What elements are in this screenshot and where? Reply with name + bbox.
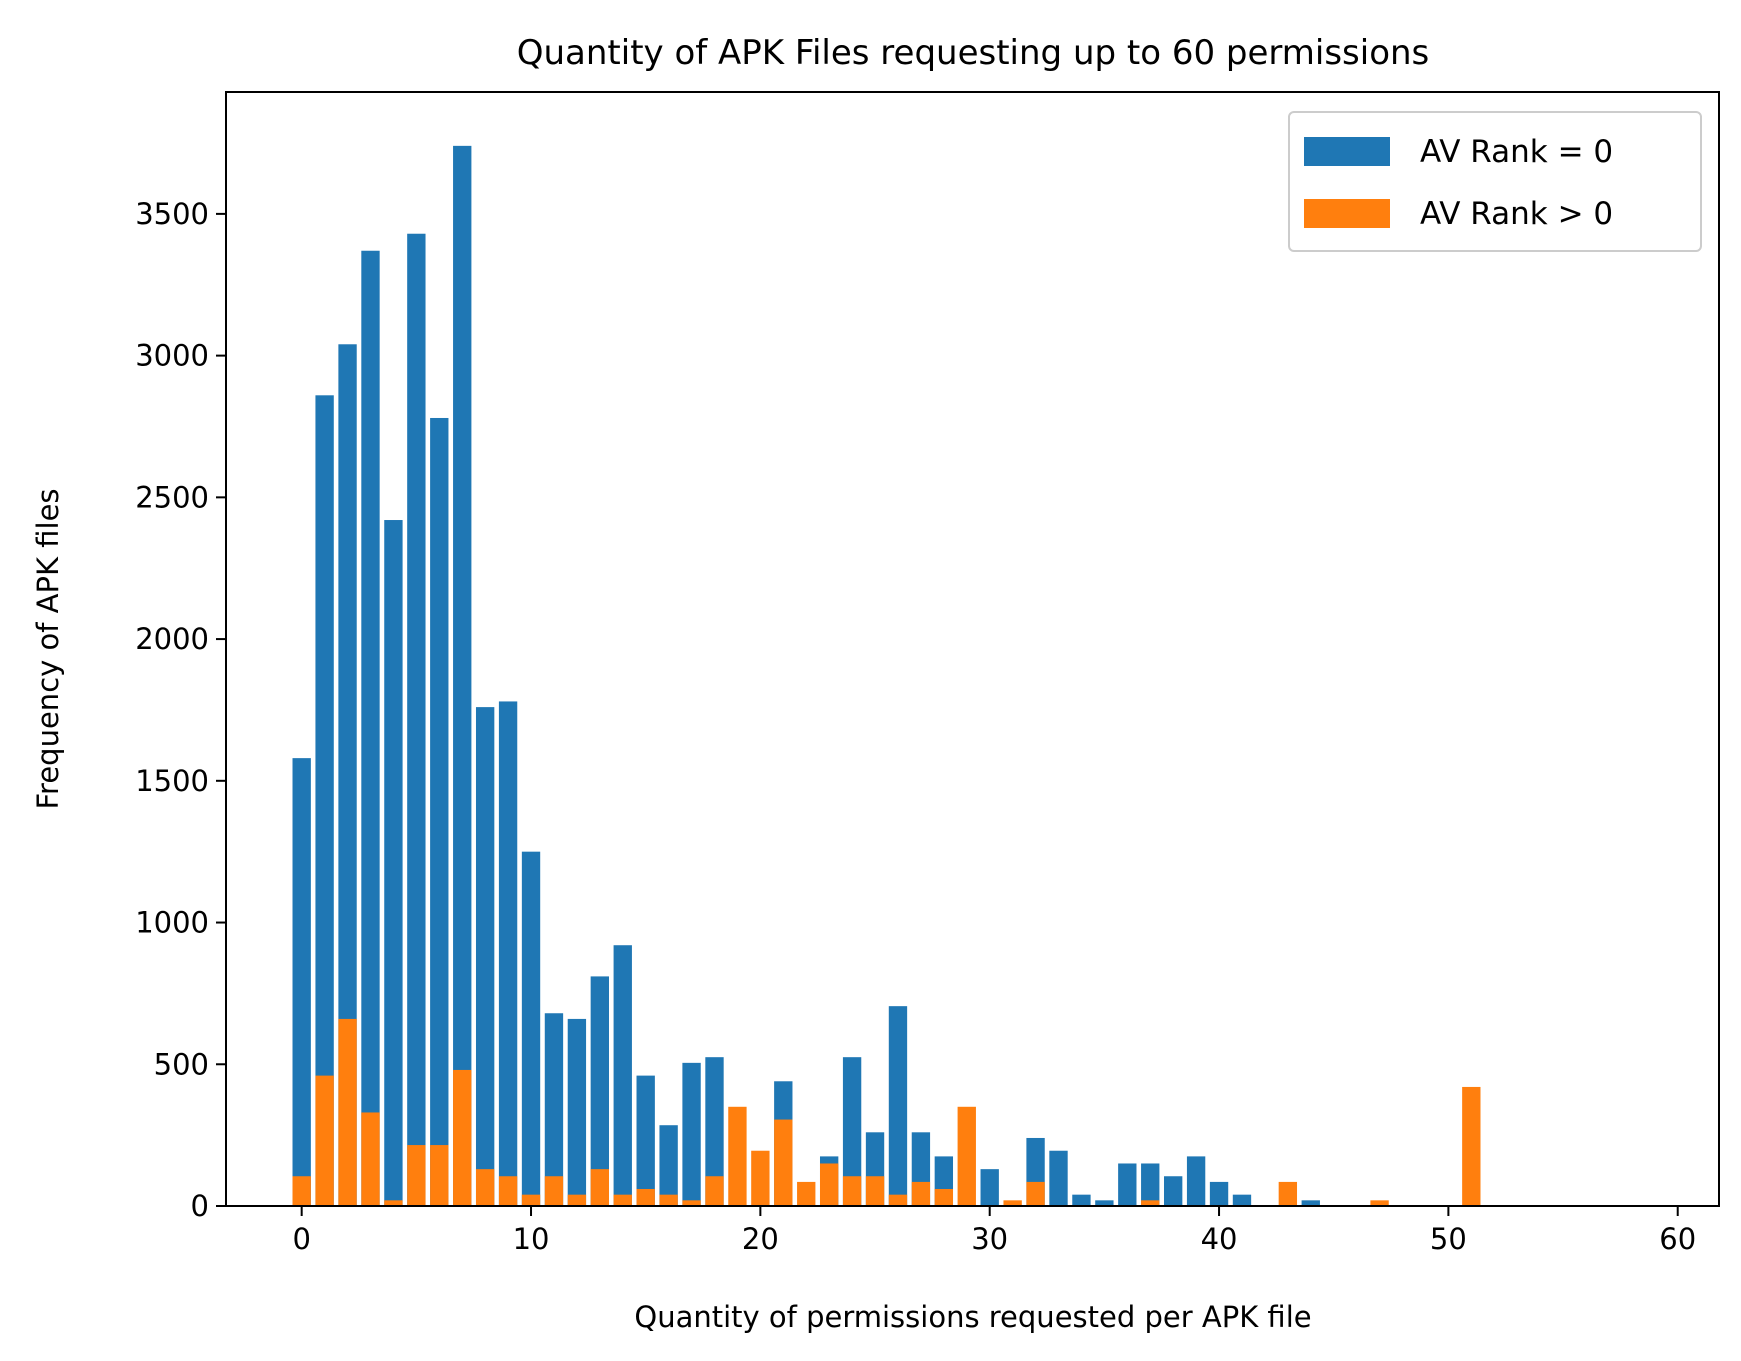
bar-av-rank-zero-7 — [453, 145, 472, 1207]
chart-title: Quantity of APK Files requesting up to 6… — [517, 33, 1430, 73]
bar-av-rank-zero-3 — [361, 250, 380, 1207]
x-tick-label-10: 10 — [513, 1222, 550, 1256]
bar-av-rank-zero-13 — [590, 976, 609, 1206]
y-tick-label-3500: 3500 — [135, 197, 209, 231]
y-tick-label-0: 0 — [191, 1189, 209, 1223]
bar-av-rank-zero-0 — [292, 758, 311, 1206]
plot-frame — [225, 91, 1720, 1207]
x-tick-label-40: 40 — [1201, 1222, 1238, 1256]
bar-av-rank-zero-38 — [1164, 1176, 1183, 1206]
bar-av-rank-zero-24 — [842, 1057, 862, 1206]
bar-av-rank-positive-2 — [338, 1018, 357, 1206]
x-tick-label-60: 60 — [1659, 1222, 1696, 1256]
bar-av-rank-positive-8 — [475, 1169, 495, 1206]
bar-av-rank-zero-37 — [1141, 1163, 1160, 1206]
legend-swatch-av-rank-positive — [1304, 199, 1390, 228]
bars-layer — [292, 145, 1481, 1207]
bar-av-rank-zero-41 — [1232, 1194, 1252, 1206]
bar-av-rank-positive-24 — [842, 1176, 862, 1206]
bar-av-rank-positive-7 — [453, 1069, 472, 1206]
bar-av-rank-zero-30 — [980, 1169, 999, 1206]
bar-av-rank-positive-37 — [1141, 1200, 1160, 1206]
bar-av-rank-zero-44 — [1301, 1200, 1320, 1206]
bar-av-rank-positive-27 — [911, 1181, 931, 1206]
bar-av-rank-zero-15 — [636, 1075, 655, 1206]
bar-av-rank-zero-2 — [338, 344, 357, 1206]
legend-label-av-rank-zero: AV Rank = 0 — [1420, 134, 1613, 170]
bar-av-rank-zero-10 — [521, 851, 541, 1206]
bar-av-rank-zero-14 — [613, 945, 632, 1206]
legend-swatch-av-rank-zero — [1304, 137, 1390, 166]
y-tick-label-1000: 1000 — [135, 906, 209, 940]
bar-av-rank-positive-11 — [544, 1176, 564, 1206]
bar-av-rank-positive-0 — [292, 1176, 311, 1206]
bar-av-rank-zero-17 — [682, 1062, 701, 1206]
bar-av-rank-positive-14 — [613, 1194, 632, 1206]
bar-av-rank-zero-36 — [1118, 1163, 1137, 1206]
bar-av-rank-zero-16 — [659, 1125, 678, 1206]
x-tick-label-20: 20 — [742, 1222, 779, 1256]
y-axis-label: Frequency of APK files — [31, 488, 65, 809]
bar-av-rank-zero-11 — [544, 1013, 564, 1206]
legend-label-av-rank-positive: AV Rank > 0 — [1420, 196, 1613, 232]
bar-av-rank-positive-19 — [728, 1106, 747, 1206]
bar-av-rank-positive-1 — [315, 1075, 334, 1206]
bar-av-rank-positive-15 — [636, 1188, 655, 1206]
bar-av-rank-zero-26 — [888, 1006, 908, 1206]
bar-av-rank-positive-25 — [865, 1176, 885, 1206]
x-tick-label-30: 30 — [971, 1222, 1008, 1256]
bar-av-rank-positive-43 — [1278, 1181, 1298, 1206]
bar-av-rank-zero-8 — [475, 707, 495, 1206]
legend: AV Rank = 0 AV Rank > 0 — [1288, 111, 1702, 252]
bar-av-rank-zero-39 — [1186, 1156, 1206, 1206]
bar-av-rank-positive-26 — [888, 1194, 908, 1206]
bar-av-rank-zero-34 — [1072, 1194, 1091, 1206]
y-tick-label-3000: 3000 — [135, 339, 209, 373]
bar-av-rank-positive-5 — [407, 1145, 426, 1206]
legend-box — [1288, 111, 1702, 252]
bar-av-rank-positive-3 — [361, 1112, 380, 1206]
bar-av-rank-positive-47 — [1370, 1200, 1389, 1206]
bar-av-rank-positive-21 — [774, 1119, 793, 1206]
bar-av-rank-zero-4 — [384, 520, 403, 1206]
y-tick-label-500: 500 — [154, 1047, 209, 1081]
bar-av-rank-positive-10 — [521, 1194, 541, 1206]
bar-av-rank-zero-40 — [1209, 1181, 1229, 1206]
bar-av-rank-positive-22 — [797, 1181, 816, 1206]
bar-av-rank-positive-18 — [705, 1176, 724, 1206]
bar-av-rank-zero-6 — [430, 417, 449, 1207]
bar-av-rank-zero-9 — [498, 701, 518, 1206]
bar-av-rank-positive-29 — [957, 1106, 976, 1206]
bar-av-rank-positive-32 — [1026, 1181, 1045, 1206]
y-tick-label-2000: 2000 — [135, 622, 209, 656]
bar-av-rank-zero-12 — [567, 1018, 587, 1206]
x-tick-label-50: 50 — [1430, 1222, 1467, 1256]
bar-av-rank-positive-13 — [590, 1169, 609, 1206]
bar-av-rank-zero-5 — [407, 233, 426, 1207]
y-tick-label-2500: 2500 — [135, 480, 209, 514]
bar-av-rank-zero-35 — [1095, 1200, 1114, 1206]
bar-av-rank-positive-20 — [751, 1150, 770, 1206]
bar-av-rank-positive-16 — [659, 1194, 678, 1206]
ticks-layer: 0 10 20 30 40 50 60 0 500 1000 1500 2000 2500 3000 350… — [135, 197, 1696, 1256]
bar-av-rank-positive-23 — [819, 1163, 839, 1206]
bar-av-rank-positive-4 — [384, 1200, 403, 1206]
bar-av-rank-positive-9 — [498, 1176, 518, 1206]
bar-av-rank-positive-12 — [567, 1194, 587, 1206]
x-tick-label-0: 0 — [292, 1222, 310, 1256]
bar-av-rank-zero-1 — [315, 395, 334, 1206]
bar-av-rank-positive-28 — [934, 1188, 954, 1206]
bar-av-rank-positive-51 — [1462, 1086, 1481, 1206]
x-axis-label: Quantity of permissions requested per AP… — [634, 1300, 1311, 1334]
bar-av-rank-zero-18 — [705, 1057, 724, 1206]
y-tick-label-1500: 1500 — [135, 764, 209, 798]
bar-av-rank-positive-17 — [682, 1200, 701, 1206]
bar-av-rank-zero-33 — [1049, 1150, 1068, 1206]
bar-av-rank-positive-6 — [430, 1145, 449, 1206]
bar-av-rank-positive-31 — [1003, 1200, 1022, 1206]
